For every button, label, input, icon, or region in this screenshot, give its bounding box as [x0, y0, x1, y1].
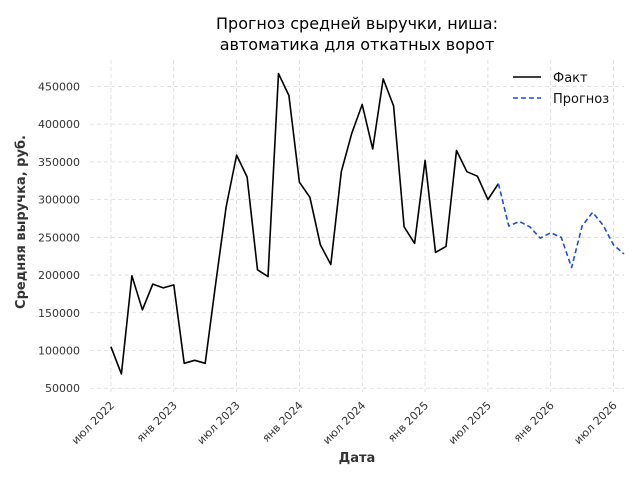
y-axis-ticks: 50000 100000 150000 200000 250000 300000 35000… — [38, 80, 80, 395]
y-tick-label: 100000 — [38, 345, 80, 358]
series-line-fact — [110, 72, 500, 375]
x-axis-ticks: июл 2022 янв 2023 июл 2023 янв 2024 июл 2024… — [69, 399, 620, 447]
x-tick-label: июл 2022 — [69, 399, 117, 447]
y-tick-label: 50000 — [45, 382, 80, 395]
y-tick-label: 150000 — [38, 307, 80, 320]
chart-title-line-1: Прогноз средней выручки, ниша: — [216, 14, 498, 33]
x-tick-label: июл 2025 — [446, 399, 494, 447]
series-group — [110, 72, 625, 375]
x-tick-label: янв 2023 — [134, 399, 180, 445]
chart-title-line-2: автоматика для откатных ворот — [220, 35, 495, 54]
series-line-forecast — [497, 183, 625, 269]
y-tick-label: 250000 — [38, 231, 80, 244]
y-tick-label: 300000 — [38, 194, 80, 207]
x-tick-label: июл 2026 — [572, 399, 620, 447]
grid — [90, 60, 624, 392]
legend-label-fact: Факт — [553, 71, 588, 86]
x-tick-label: янв 2026 — [511, 399, 557, 445]
x-axis-label: Дата — [339, 451, 376, 466]
y-axis-label: Средняя выручка, руб. — [14, 135, 29, 309]
legend: Факт Прогноз — [513, 71, 609, 107]
x-tick-label: июл 2024 — [320, 399, 368, 447]
x-tick-label: янв 2025 — [385, 399, 431, 445]
y-tick-label: 450000 — [38, 80, 80, 93]
y-tick-label: 400000 — [38, 118, 80, 131]
y-tick-label: 200000 — [38, 269, 80, 282]
x-tick-label: янв 2024 — [260, 399, 306, 445]
y-tick-label: 350000 — [38, 156, 80, 169]
x-tick-label: июл 2023 — [195, 399, 243, 447]
legend-label-forecast: Прогноз — [553, 92, 609, 107]
